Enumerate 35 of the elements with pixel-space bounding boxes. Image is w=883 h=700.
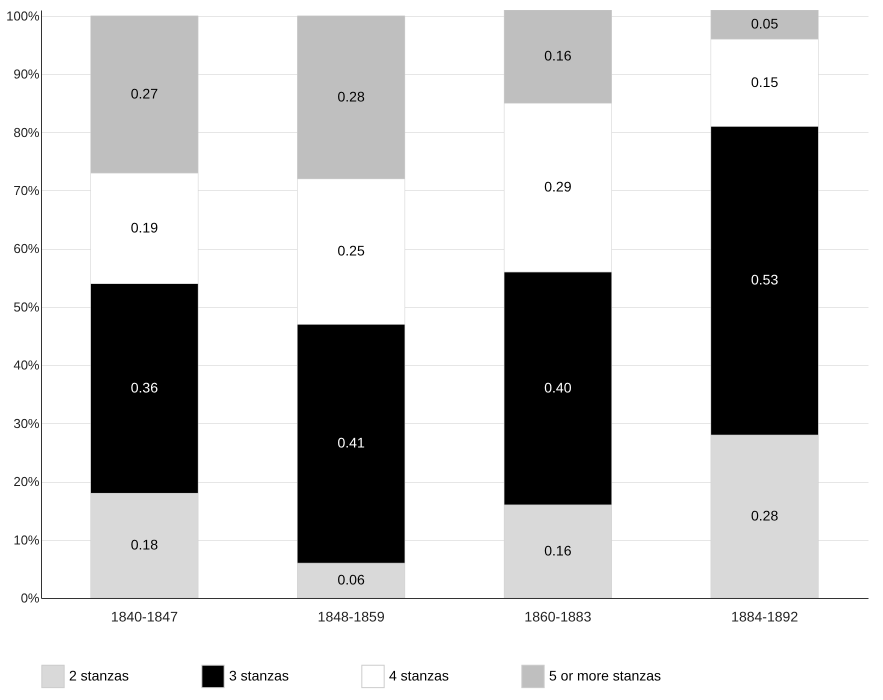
y-tick-label: 80% <box>13 124 40 140</box>
data-label: 0.40 <box>544 379 572 396</box>
data-label: 0.36 <box>130 379 158 396</box>
y-tick-label: 100% <box>6 8 40 24</box>
data-label: 0.28 <box>338 88 365 104</box>
y-tick-label: 10% <box>13 532 40 548</box>
legend-label: 2 stanzas <box>69 667 129 684</box>
y-tick-label: 30% <box>13 416 40 431</box>
y-tick-label: 90% <box>13 66 40 82</box>
y-tick-label: 50% <box>13 299 40 314</box>
data-label: 0.27 <box>130 85 158 102</box>
y-tick-label: 40% <box>13 358 40 373</box>
legend-label: 4 stanzas <box>389 667 449 684</box>
x-tick-label: 1860-1883 <box>524 608 592 624</box>
data-label: 0.15 <box>751 74 778 90</box>
data-label: 0.41 <box>338 434 365 451</box>
y-tick-label: 20% <box>13 474 40 490</box>
data-label: 0.25 <box>338 242 365 259</box>
y-tick-label: 0% <box>20 590 40 606</box>
data-label: 0.16 <box>544 48 572 64</box>
data-label: 0.18 <box>130 536 158 553</box>
legend-label: 5 or more stanzas <box>549 667 662 684</box>
data-label: 0.28 <box>751 507 778 524</box>
data-label: 0.05 <box>751 16 778 32</box>
data-label: 0.19 <box>130 219 158 236</box>
data-label: 0.29 <box>544 178 572 195</box>
data-label: 0.06 <box>338 572 365 588</box>
legend-label: 3 stanzas <box>229 667 289 684</box>
y-tick-label: 70% <box>13 182 40 198</box>
data-label: 0.53 <box>751 272 778 288</box>
data-label: 0.16 <box>544 542 572 558</box>
y-tick-label: 60% <box>13 241 40 256</box>
x-tick-label: 1884-1892 <box>731 608 798 624</box>
x-tick-label: 1848-1859 <box>318 608 385 624</box>
x-tick-label: 1840-1847 <box>110 608 178 624</box>
